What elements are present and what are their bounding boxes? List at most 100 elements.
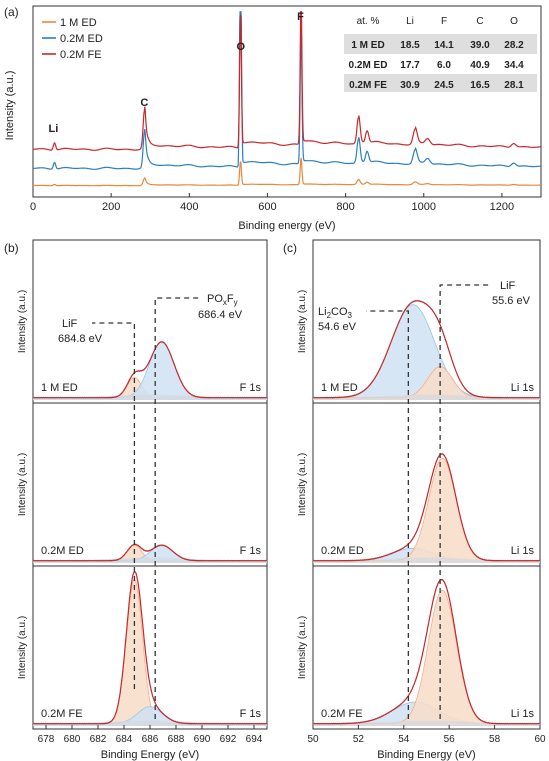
table-cell-1-0: 0.2M ED	[349, 60, 388, 71]
ref-label-lif-c: LiF	[500, 280, 516, 292]
sample-label-c-0: 1 M ED	[321, 382, 358, 394]
component-fill-b-1-1	[33, 545, 267, 563]
ref-value-li2co3: 54.6 eV	[318, 321, 357, 333]
y-axis-label-c-1: Intensity (a.u.)	[297, 453, 308, 516]
x-tick-label-b-1: 680	[64, 734, 81, 745]
ref-label-poxfy-main: PO	[207, 293, 223, 305]
ref-line-poxfy	[154, 297, 200, 719]
core-label-b-0: F 1s	[240, 382, 262, 394]
component-fill-b-2-0	[33, 579, 267, 726]
table-cell-2-2: 24.5	[434, 80, 454, 91]
ref-line-lif	[92, 322, 136, 689]
sample-label-c-2: 0.2M FE	[321, 708, 363, 720]
table-cell-0-3: 39.0	[470, 40, 490, 51]
y-axis-label-c-2: Intensity (a.u.)	[297, 616, 308, 679]
core-label-c-0: Li 1s	[511, 382, 535, 394]
x-tick-label-b-8: 694	[246, 734, 263, 745]
component-fill-c-0-0	[313, 304, 540, 400]
ref-label-poxfy-sub2: y	[234, 298, 238, 307]
core-label-b-1: F 1s	[240, 545, 262, 557]
core-label-b-2: F 1s	[240, 708, 262, 720]
component-fill-b-0-1	[33, 341, 267, 400]
plot-frame-a	[32, 5, 542, 198]
core-label-c-2: Li 1s	[511, 708, 535, 720]
table-header-1: Li	[406, 16, 414, 27]
table-cell-0-4: 28.2	[504, 40, 524, 51]
envelope-fit-c-0	[313, 300, 540, 399]
panel-c-li1s-spectra: (c) 1 M ED Li 1s Intensity (a.u.) 0.2M ED Li …	[283, 239, 546, 761]
ref-value-poxfy: 686.4 eV	[198, 309, 243, 321]
sample-label-b-0: 1 M ED	[41, 382, 78, 394]
series-line-2	[33, 11, 541, 170]
x-tick-label-a-1: 200	[102, 201, 120, 213]
table-cell-1-3: 40.9	[470, 60, 490, 71]
x-tick-label-b-4: 686	[142, 734, 159, 745]
x-tick-label-c-3: 56	[444, 734, 456, 745]
y-axis-label-b-0: Intensity (a.u.)	[17, 290, 28, 353]
x-axis-label-a: Binding energy (eV)	[238, 220, 335, 232]
ref-label-li2co3-part-3: 3	[348, 311, 353, 320]
envelope-fit-b-2	[33, 571, 267, 725]
panel-label-b: (b)	[4, 241, 19, 255]
peak-label-o: O	[236, 41, 245, 53]
ref-line-li2co3	[366, 310, 409, 719]
table-cell-2-4: 28.1	[504, 80, 524, 91]
x-tick-label-c-1: 52	[353, 734, 365, 745]
background-fill-c-1	[313, 557, 540, 563]
table-header-0: at. %	[357, 16, 380, 27]
component-fill-c-0-1	[313, 366, 540, 400]
panel-label-a: (a)	[4, 5, 19, 19]
sample-label-c-1: 0.2M ED	[321, 545, 364, 557]
x-tick-label-a-4: 800	[336, 201, 354, 213]
subplot-frame-b-1	[32, 402, 268, 567]
envelope-fit-c-1	[313, 453, 540, 562]
component-fill-c-2-1	[313, 590, 540, 726]
ref-label-li2co3-part-2: CO	[331, 306, 348, 318]
background-fill-b-1	[33, 557, 267, 563]
table-row-bg-1	[344, 34, 537, 54]
table-cell-2-0: 0.2M FE	[349, 80, 387, 91]
ref-label-li2co3: Li2CO3	[318, 306, 353, 320]
y-axis-label-b-1: Intensity (a.u.)	[17, 453, 28, 516]
background-fill-b-2	[33, 720, 267, 726]
table-cell-0-0: 1 M ED	[351, 40, 384, 51]
x-tick-label-a-2: 400	[180, 201, 198, 213]
ref-label-li2co3-part-0: Li	[318, 306, 327, 318]
table-cell-0-1: 18.5	[400, 40, 420, 51]
envelope-fit-b-0	[33, 341, 267, 399]
y-axis-label-b-2: Intensity (a.u.)	[17, 616, 28, 679]
table-cell-1-1: 17.7	[400, 60, 420, 71]
component-fill-c-1-1	[313, 458, 540, 563]
x-tick-label-b-7: 692	[220, 734, 237, 745]
core-label-c-1: Li 1s	[511, 545, 535, 557]
component-fill-b-2-1	[33, 706, 267, 726]
x-tick-label-b-3: 684	[116, 734, 133, 745]
envelope-fit-b-1	[33, 543, 267, 562]
panel-b-f1s-spectra: (b) 1 M ED F 1s Intensity (a.u.) 0.2M ED F 1s…	[4, 239, 268, 761]
x-tick-label-b-6: 690	[194, 734, 211, 745]
ref-label-lif: LiF	[62, 318, 78, 330]
panel-a-survey-spectra: (a) 0 200 400 600 800 1000 1200 Binding energy (…	[4, 5, 542, 232]
x-tick-label-c-0: 50	[307, 734, 319, 745]
ref-label-poxfy-mid: F	[227, 293, 234, 305]
sample-label-b-2: 0.2M FE	[41, 708, 83, 720]
component-line-b-2-0	[33, 579, 267, 725]
series-line-3	[32, 11, 541, 151]
background-fill-b-0	[33, 394, 267, 400]
table-header-2: F	[441, 16, 447, 27]
ref-label-poxfy-sub1: x	[223, 298, 227, 307]
peak-label-f: F	[297, 11, 304, 23]
legend-label-1: 1 M ED	[60, 17, 97, 29]
table-cell-1-2: 6.0	[437, 60, 451, 71]
peak-label-c: C	[140, 97, 148, 109]
background-fill-c-2	[313, 720, 540, 726]
x-tick-label-b-5: 688	[168, 734, 185, 745]
table-row-bg-3	[344, 74, 537, 92]
y-axis-label-c-0: Intensity (a.u.)	[297, 290, 308, 353]
x-tick-label-b-0: 678	[38, 734, 55, 745]
x-tick-label-a-6: 1200	[490, 201, 514, 213]
x-tick-label-c-4: 58	[489, 734, 501, 745]
x-tick-label-a-5: 1000	[412, 201, 436, 213]
ref-label-li2co3-part-1: 2	[327, 311, 332, 320]
